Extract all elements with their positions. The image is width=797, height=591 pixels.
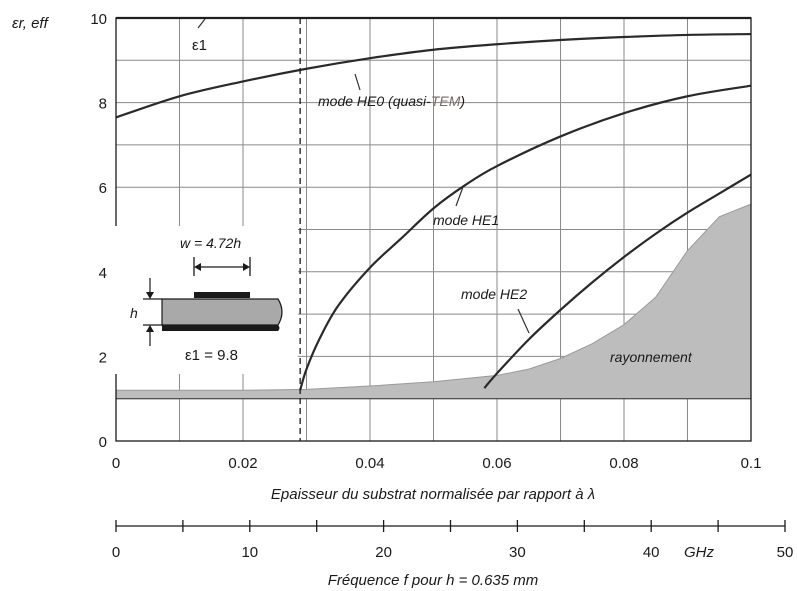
x-tick-label: 0	[112, 455, 120, 472]
eps1-leader	[197, 18, 206, 29]
rayonnement-annotation: rayonnement	[610, 349, 693, 365]
he1-curve	[299, 84, 752, 391]
inset-h-label: h	[130, 305, 138, 321]
inset-substrate	[161, 298, 283, 326]
he2-annotation: mode HE2	[461, 286, 527, 302]
he0-annotation: mode HE0 (quasi-TEM)	[318, 93, 465, 109]
y-tick-label: 2	[99, 349, 107, 366]
x2-tick-label: 10	[241, 544, 258, 561]
inset-width-arrow	[193, 257, 251, 276]
x2-tick-label: 50	[777, 544, 794, 561]
he1-annotation: mode HE1	[433, 212, 499, 228]
y-tick-label: 10	[90, 11, 107, 28]
inset-width-label: w = 4.72h	[180, 235, 241, 251]
he2-curve	[483, 173, 752, 389]
y-tick-label: 6	[99, 180, 107, 197]
radiation-region-layer	[116, 203, 752, 400]
inset-eps-label: ε1 = 9.8	[185, 347, 238, 364]
x-tick-label: 0.02	[228, 455, 257, 472]
inset-strip	[194, 292, 250, 298]
inset-ground-plane	[162, 325, 280, 331]
y-axis-title: εr, eff	[12, 15, 50, 32]
x2-unit-label: GHz	[684, 544, 715, 561]
tick-labels: 0 0.02 0.04 0.06 0.08 0.1 0 2 4 6 8 10	[90, 11, 761, 472]
radiation-region	[116, 204, 751, 399]
microstrip-inset: w = 4.72h h ε1 = 9.8	[112, 226, 298, 374]
inset-h-arrows	[143, 278, 162, 346]
x-tick-label: 0.08	[609, 455, 638, 472]
x-tick-label: 0.06	[482, 455, 511, 472]
he2-leader	[517, 308, 530, 334]
x-tick-label: 0.1	[741, 455, 762, 472]
frequency-axis: 0 10 20 30 40 50	[112, 520, 794, 561]
x2-tick-label: 40	[643, 544, 660, 561]
x-tick-label: 0.04	[355, 455, 384, 472]
he0-curve	[115, 32, 752, 119]
he1-leader	[455, 186, 464, 207]
radiation-boundary	[116, 203, 752, 391]
x-axis-title: Epaisseur du substrat normalisée par rap…	[271, 486, 595, 503]
y-tick-label: 8	[99, 96, 107, 113]
he0-leader	[354, 73, 361, 91]
eps1-annotation: ε1	[192, 37, 207, 54]
x2-axis-title: Fréquence f pour h = 0.635 mm	[328, 572, 539, 589]
x2-tick-label: 20	[375, 544, 392, 561]
x2-tick-label: 0	[112, 544, 120, 561]
x2-tick-label: 30	[509, 544, 526, 561]
y-tick-label: 0	[99, 434, 107, 451]
y-tick-label: 4	[99, 265, 107, 282]
